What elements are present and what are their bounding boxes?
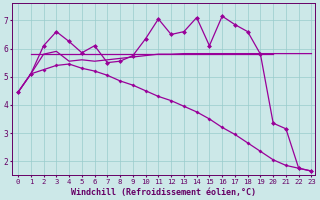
X-axis label: Windchill (Refroidissement éolien,°C): Windchill (Refroidissement éolien,°C) [71,188,256,197]
